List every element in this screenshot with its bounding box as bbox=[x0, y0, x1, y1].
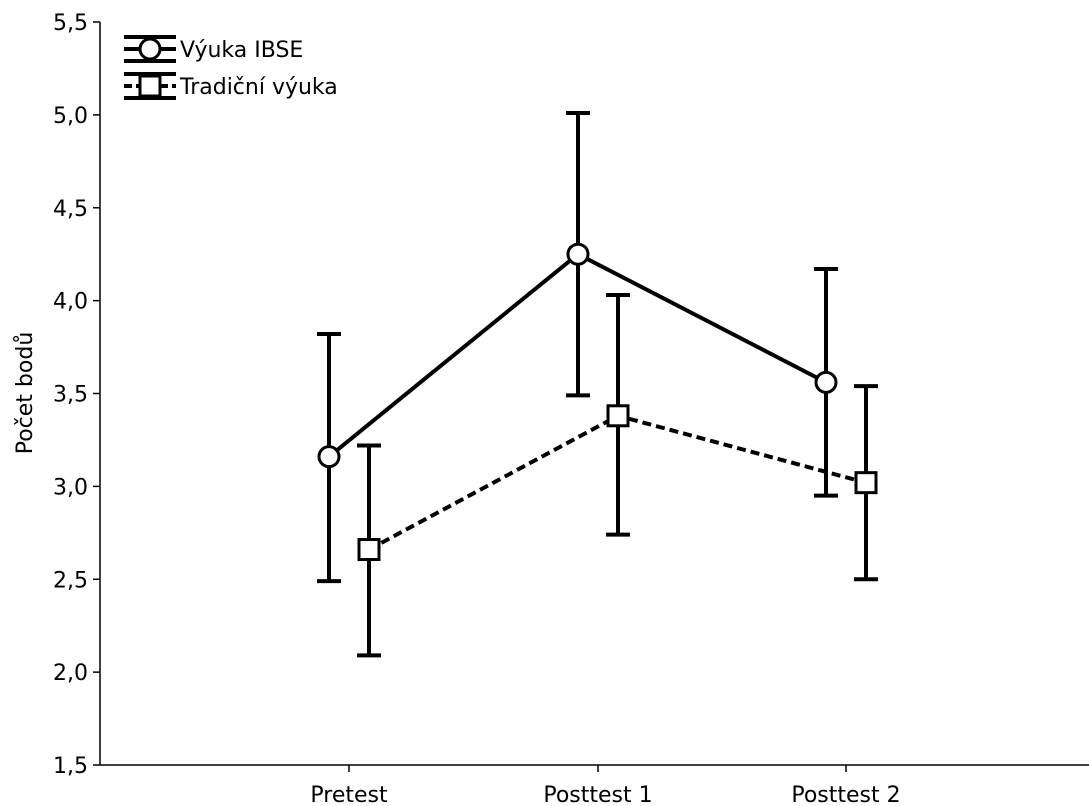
y-tick-label: 3,0 bbox=[53, 475, 88, 500]
x-tick-label: Pretest bbox=[310, 783, 388, 806]
x-tick-label: Posttest 1 bbox=[543, 783, 652, 806]
axes bbox=[99, 22, 1089, 766]
y-tick-label: 2,5 bbox=[53, 568, 88, 593]
series-1 bbox=[317, 111, 838, 584]
y-tick-label: 4,5 bbox=[53, 197, 88, 222]
legend: Výuka IBSE Tradiční výuka bbox=[124, 35, 338, 100]
data-point bbox=[814, 370, 838, 394]
legend-label: Tradiční výuka bbox=[179, 75, 338, 100]
x-tick-label: Posttest 2 bbox=[791, 783, 900, 806]
y-tick-label: 2,0 bbox=[53, 661, 88, 686]
y-tick-label: 5,5 bbox=[53, 11, 88, 36]
data-point bbox=[317, 445, 341, 469]
y-ticks: 1,5 2,0 2,5 3,0 3,5 4,0 4,5 5,0 5,5 bbox=[53, 11, 100, 779]
legend-item: Výuka IBSE bbox=[124, 35, 303, 63]
legend-label: Výuka IBSE bbox=[180, 38, 303, 63]
x-ticks: Pretest Posttest 1 Posttest 2 bbox=[310, 765, 901, 806]
legend-item: Tradiční výuka bbox=[124, 72, 338, 100]
data-point bbox=[606, 404, 630, 428]
series-2 bbox=[357, 293, 878, 658]
y-tick-label: 4,0 bbox=[53, 290, 88, 315]
y-tick-label: 5,0 bbox=[53, 104, 88, 129]
legend-marker bbox=[138, 74, 162, 98]
y-tick-label: 3,5 bbox=[53, 383, 88, 408]
data-point bbox=[357, 538, 381, 562]
data-point bbox=[566, 242, 590, 266]
series-layer bbox=[317, 111, 878, 658]
y-axis-label: Počet bodů bbox=[13, 332, 38, 455]
data-point bbox=[854, 471, 878, 495]
legend-marker bbox=[138, 37, 162, 61]
y-tick-label: 1,5 bbox=[53, 754, 88, 779]
